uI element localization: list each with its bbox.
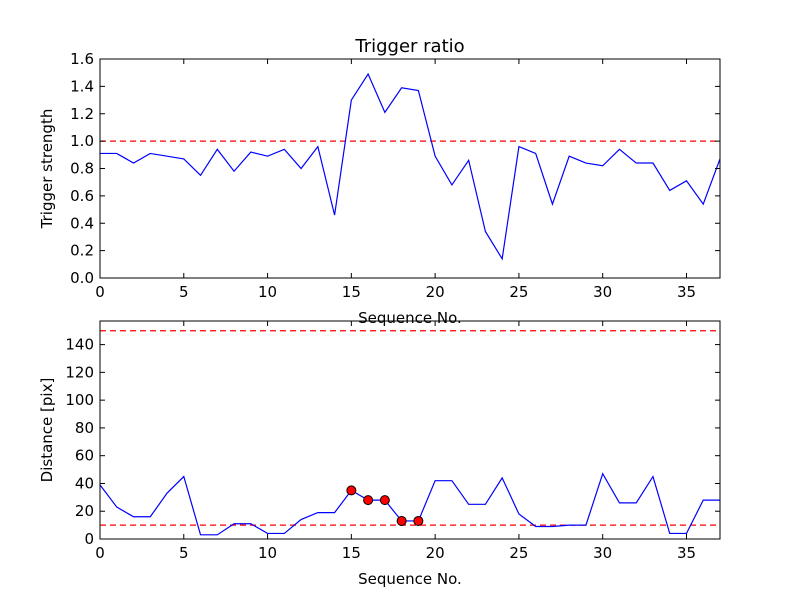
y-tick-label: 0.0 (70, 269, 94, 287)
x-tick-label: 20 (426, 544, 445, 562)
chart-title: Trigger ratio (354, 36, 464, 57)
y-tick-label: 80 (75, 419, 94, 437)
series-line (100, 72, 721, 261)
y-tick-label: 140 (65, 336, 94, 354)
y-tick-label: 60 (75, 447, 94, 465)
y-tick-label: 1.2 (70, 105, 94, 123)
trigger-ratio-chart: 0 5 10 15 20 25 30 35 0.0 0.2 0.4 0.6 0.8 1.0 1.2 1.4 1.… (38, 36, 721, 327)
axes-frame (99, 320, 721, 540)
x-tick-label: 35 (677, 283, 696, 301)
y-tick-label: 1.4 (70, 77, 94, 95)
x-axis-label: Sequence No. (358, 570, 462, 588)
y-tick-label: 0.4 (70, 214, 94, 232)
y-tick-label: 0 (84, 530, 94, 548)
y-tick-label: 0.2 (70, 242, 94, 260)
y-axis-label: Trigger strength (38, 109, 56, 230)
y-tick-label: 0.6 (70, 187, 94, 205)
y-axis-label: Distance [pix] (38, 378, 56, 483)
y-tick-label: 100 (65, 391, 94, 409)
x-tick-label: 15 (342, 283, 361, 301)
x-tick-label: 35 (677, 544, 696, 562)
x-tick-label: 25 (509, 544, 528, 562)
x-tick-label: 30 (593, 544, 612, 562)
x-tick-label: 5 (179, 283, 189, 301)
y-tick-label: 20 (75, 502, 94, 520)
x-tick-label: 30 (593, 283, 612, 301)
y-tick-label: 0.8 (70, 160, 94, 178)
x-axis-label: Sequence No. (358, 309, 462, 327)
x-tick-label: 0 (95, 544, 105, 562)
highlight-point (346, 485, 357, 496)
x-tick-label: 10 (258, 283, 277, 301)
x-tick-label: 15 (342, 544, 361, 562)
highlight-point (413, 515, 424, 526)
x-tick-label: 0 (95, 283, 105, 301)
y-tick-label: 120 (65, 363, 94, 381)
highlight-point (363, 495, 374, 506)
y-tick-label: 40 (75, 474, 94, 492)
highlight-point (379, 495, 390, 506)
x-tick-label: 20 (426, 283, 445, 301)
x-tick-label: 5 (179, 544, 189, 562)
distance-chart: 0 5 10 15 20 25 30 35 0 20 40 60 80 100 120 140 Sequence… (38, 320, 721, 588)
x-tick-label: 25 (509, 283, 528, 301)
highlight-point (396, 515, 407, 526)
y-tick-label: 1.0 (70, 132, 94, 150)
x-tick-label: 10 (258, 544, 277, 562)
y-tick-label: 1.6 (70, 50, 94, 68)
series-line (99, 472, 720, 536)
